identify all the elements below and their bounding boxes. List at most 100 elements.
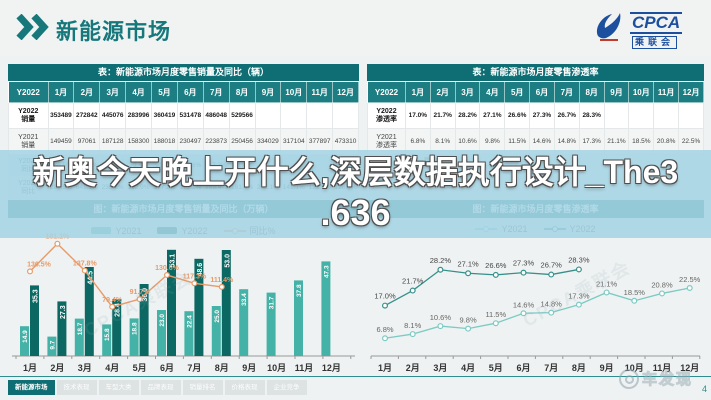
svg-text:3月: 3月 bbox=[78, 363, 92, 373]
svg-text:14.6%: 14.6% bbox=[513, 300, 535, 309]
table-cell: 529566 bbox=[228, 102, 256, 129]
svg-text:20.8%: 20.8% bbox=[651, 280, 673, 289]
svg-text:28.2%: 28.2% bbox=[430, 256, 452, 265]
svg-text:26.7%: 26.7% bbox=[541, 261, 563, 270]
svg-text:91.7%: 91.7% bbox=[130, 289, 151, 296]
overlay-text-line2: .636 bbox=[320, 192, 391, 233]
page-number: 4 bbox=[701, 384, 707, 394]
svg-text:7月: 7月 bbox=[544, 363, 558, 373]
sales-bar-chart: 14.9 9.7 18.7 15.8 18.8 23.0 22.4 25.0 33.4 31.7 3… bbox=[12, 234, 355, 373]
table-cell: 317104 bbox=[280, 128, 308, 155]
overlay-text-line1: 新奥今天晚上开什么,深层数据执行设计_The3 bbox=[32, 154, 679, 190]
table-row: Y2022 渗透率 17.0% 21.7% 28.2% 27.1% 26.6% 27.3% 26… bbox=[367, 102, 704, 129]
table-cell: 360419 bbox=[151, 102, 178, 129]
month-header: 7月 bbox=[553, 81, 580, 103]
tab-section[interactable]: 价格表现 bbox=[224, 380, 265, 395]
month-header: 3月 bbox=[99, 81, 127, 103]
month-header: 12月 bbox=[678, 81, 704, 103]
svg-text:17.0%: 17.0% bbox=[374, 292, 396, 301]
svg-text:6月: 6月 bbox=[516, 363, 530, 373]
month-header: 9月 bbox=[254, 81, 282, 103]
svg-text:21.1%: 21.1% bbox=[596, 279, 618, 288]
row-label: Y2022 销量 bbox=[8, 102, 49, 129]
table-cell: 27.3% bbox=[529, 102, 555, 129]
section-tabs: 新能源市场 技术表现 车型大类 品牌表现 销量排名 价格表现 企业竞争 bbox=[8, 380, 307, 395]
bottom-watermark: 车发现 bbox=[618, 368, 693, 389]
table-cell bbox=[254, 102, 282, 129]
month-header: 10月 bbox=[280, 81, 308, 103]
svg-text:22.4: 22.4 bbox=[186, 315, 193, 328]
double-chevron-icon bbox=[16, 14, 49, 40]
svg-text:18.8: 18.8 bbox=[132, 322, 139, 335]
svg-text:37.8: 37.8 bbox=[296, 284, 303, 297]
table-cell bbox=[280, 102, 308, 129]
svg-text:10月: 10月 bbox=[267, 363, 286, 373]
penetration-line-chart: 6.8% 8.1% 10.6% 9.8% 11.5% 14.6% 14.8% 17.3% 21.… bbox=[370, 255, 701, 373]
svg-text:136.5%: 136.5% bbox=[27, 261, 52, 268]
svg-text:53.0: 53.0 bbox=[224, 254, 231, 268]
svg-text:2月: 2月 bbox=[406, 363, 420, 373]
svg-text:22.5%: 22.5% bbox=[679, 275, 701, 284]
table-corner-header: Y2022 bbox=[8, 81, 49, 103]
row-label: Y2022 渗透率 bbox=[367, 102, 406, 129]
svg-text:15.8: 15.8 bbox=[104, 328, 111, 341]
tab-section[interactable]: 销量排名 bbox=[182, 380, 223, 395]
svg-text:9月: 9月 bbox=[600, 363, 614, 373]
month-header: 1月 bbox=[404, 81, 431, 103]
cpca-logo: CPCA 乘联会 bbox=[592, 8, 697, 50]
svg-text:7月: 7月 bbox=[187, 363, 201, 373]
month-header: 11月 bbox=[653, 81, 680, 103]
table-cell: 353489 bbox=[47, 102, 75, 129]
tab-section[interactable]: 车型大类 bbox=[98, 380, 139, 395]
tab-section[interactable]: 企业竞争 bbox=[266, 380, 307, 395]
svg-text:33.4: 33.4 bbox=[241, 293, 248, 306]
svg-text:130.6%: 130.6% bbox=[155, 265, 180, 272]
month-header: 4月 bbox=[125, 81, 152, 103]
svg-text:25.0: 25.0 bbox=[214, 310, 221, 323]
month-header: 5月 bbox=[504, 81, 531, 103]
svg-text:28.3%: 28.3% bbox=[568, 255, 590, 264]
month-header: 12月 bbox=[332, 81, 359, 103]
table-cell: 445076 bbox=[99, 102, 127, 129]
page-title: 新能源市场 bbox=[56, 19, 172, 44]
table-cell bbox=[603, 102, 630, 129]
svg-text:9月: 9月 bbox=[242, 363, 256, 373]
month-header: 11月 bbox=[306, 81, 334, 103]
month-header: 8月 bbox=[578, 81, 605, 103]
svg-text:18.7: 18.7 bbox=[77, 322, 84, 335]
table-cell: 531478 bbox=[176, 102, 204, 129]
header: 新能源市场 CPCA 乘联会 bbox=[0, 0, 711, 56]
table-cell: 272842 bbox=[73, 102, 101, 129]
svg-text:8月: 8月 bbox=[572, 363, 586, 373]
table-row: Y2022 销量 353489 272842 445076 283996 360419 531… bbox=[8, 102, 359, 129]
table-cell: 26.7% bbox=[553, 102, 580, 129]
svg-text:11.5%: 11.5% bbox=[485, 310, 506, 319]
month-header: 4月 bbox=[479, 81, 506, 103]
table-cell bbox=[678, 102, 704, 129]
svg-text:27.3: 27.3 bbox=[60, 305, 67, 319]
svg-text:27.3%: 27.3% bbox=[513, 259, 535, 268]
cpca-swoosh-icon bbox=[596, 13, 621, 41]
svg-text:35.3: 35.3 bbox=[33, 289, 40, 303]
svg-text:11月: 11月 bbox=[295, 363, 314, 373]
svg-text:47.3: 47.3 bbox=[323, 265, 330, 278]
svg-text:11月: 11月 bbox=[653, 363, 672, 373]
svg-text:5月: 5月 bbox=[133, 363, 147, 373]
svg-text:1月: 1月 bbox=[378, 363, 392, 373]
tab-section[interactable]: 品牌表现 bbox=[140, 380, 181, 395]
month-header: 6月 bbox=[176, 81, 204, 103]
svg-text:48.6: 48.6 bbox=[197, 263, 204, 277]
table-cell: 17.0% bbox=[404, 102, 431, 129]
table-corner-header: Y2022 bbox=[367, 81, 406, 103]
month-header: 10月 bbox=[628, 81, 655, 103]
svg-text:9.7: 9.7 bbox=[49, 340, 56, 349]
cpca-logo-subtext: 乘联会 bbox=[632, 36, 678, 49]
table-cell: 486048 bbox=[202, 102, 230, 129]
table-cell: 28.2% bbox=[454, 102, 481, 129]
svg-text:23.0: 23.0 bbox=[159, 314, 166, 327]
month-header: 6月 bbox=[529, 81, 555, 103]
tab-active[interactable]: 新能源市场 bbox=[8, 380, 55, 395]
penetration-table: Y2022 1月 2月 3月 4月 5月 6月 7月 8月 9月 10月 11月 12月 Y2022 渗透率… bbox=[367, 81, 704, 155]
eye-logo-icon bbox=[618, 368, 639, 389]
tab-section[interactable]: 技术表现 bbox=[56, 380, 97, 395]
